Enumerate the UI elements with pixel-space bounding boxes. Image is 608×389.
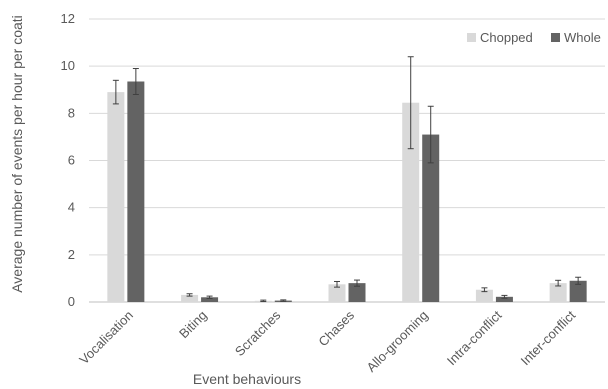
error-bar [501,294,508,299]
x-tick-label: Chases [315,307,357,349]
x-tick-label: Allo-grooming [364,308,431,375]
gridlines [89,18,605,303]
y-tick-label: 8 [68,105,75,120]
bar-series [107,81,587,303]
y-tick-label: 2 [68,247,75,262]
x-tick-label: Intra-conflict [444,307,505,368]
error-bar [575,276,582,285]
error-bar [334,280,340,288]
legend-swatch-chopped [467,33,476,42]
bar-whole-intra-conflict [495,296,513,302]
error-bar [112,79,119,105]
legend-swatch-whole [551,33,560,42]
bar-chopped-chases [328,284,346,302]
error-bar [407,56,414,150]
x-tick-label: Vocalisation [76,308,136,368]
error-bar [260,299,267,303]
y-tick-label: 12 [61,11,75,26]
x-tick-label: Inter-conflict [518,307,579,368]
bar-chopped-inter-conflict [549,283,567,302]
y-tick-label: 6 [68,153,75,168]
bar-chopped-vocalisation [107,92,125,302]
error-bar [481,287,488,293]
bar-whole-biting [201,297,219,302]
bar-whole-chases [348,283,366,302]
x-axis-ticks: Vocalisation Biting Scratches Chases Allo-gr… [76,307,578,375]
bar-chopped-biting [181,294,199,302]
error-bar [427,105,434,164]
error-bar [354,279,360,287]
x-tick-label: Scratches [232,307,284,359]
error-bar [280,299,287,302]
y-axis-title: Average number of events per hour per co… [9,15,25,293]
error-bar [186,293,193,297]
bar-chopped-allo-grooming [402,102,420,303]
bar-whole-inter-conflict [569,280,587,302]
error-bars [112,56,582,303]
x-tick-label: Biting [176,308,210,342]
y-tick-label: 10 [61,58,75,73]
bar-chopped-intra-conflict [475,289,493,302]
y-tick-label: 4 [68,200,75,215]
error-bar [555,279,562,287]
error-bar [132,68,139,95]
y-axis-ticks: 0 2 4 6 8 10 12 [61,11,75,309]
error-bar [206,295,213,299]
legend-label: Whole [564,30,601,45]
bar-whole-allo-grooming [422,134,440,302]
legend: Chopped Whole [467,30,601,45]
y-tick-label: 0 [68,294,75,309]
legend-label: Chopped [480,30,533,45]
x-axis-title: Event behaviours [193,371,301,387]
bar-whole-vocalisation [127,81,145,302]
